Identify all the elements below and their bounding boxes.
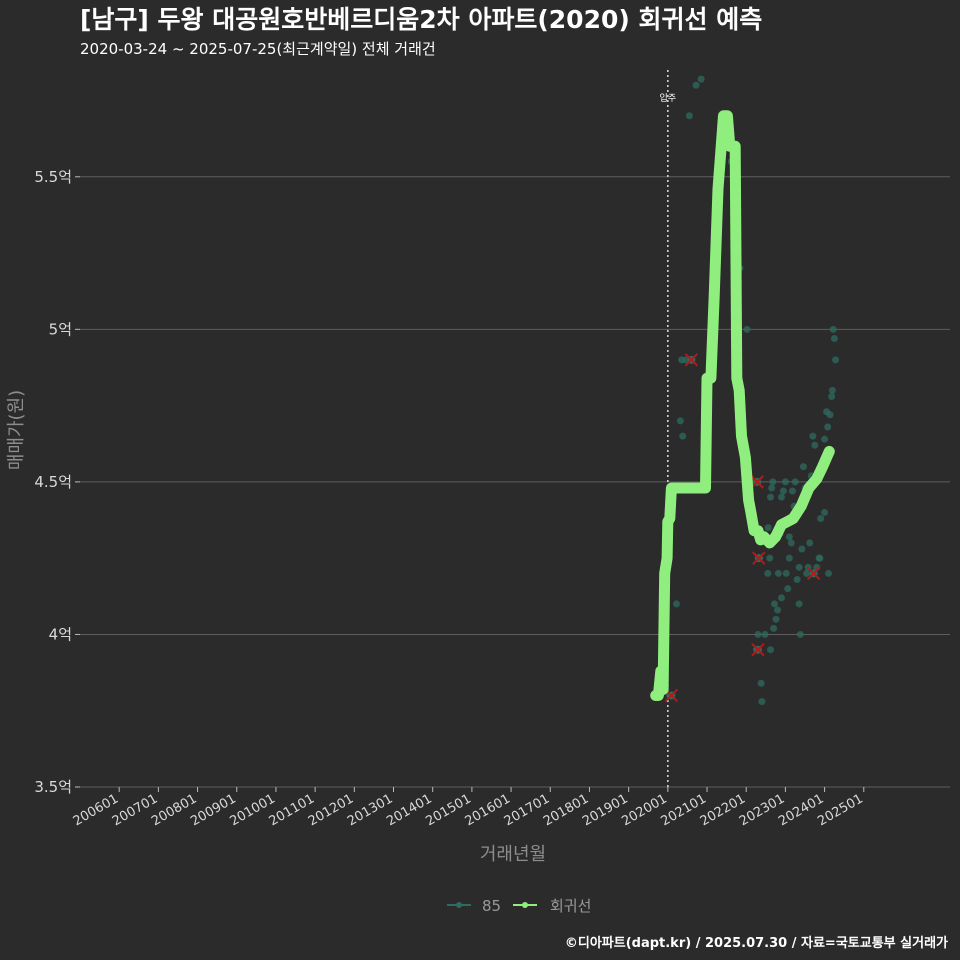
x-axis-title: 거래년월 — [480, 844, 546, 865]
y-tick-label: 5.5억 — [34, 168, 72, 186]
transaction-point — [757, 679, 765, 687]
legend-regression-label: 회귀선 — [550, 897, 591, 915]
transaction-point — [795, 600, 803, 608]
transaction-point — [785, 554, 793, 562]
transaction-point — [803, 569, 811, 577]
transaction-point — [793, 576, 801, 584]
transaction-point — [761, 630, 769, 638]
transaction-point — [824, 423, 832, 431]
x-tick-label: 202501 — [815, 791, 865, 829]
transaction-point — [787, 539, 795, 547]
transaction-point — [828, 386, 836, 394]
transaction-point — [817, 515, 825, 523]
transaction-points — [666, 75, 840, 706]
outlier-cross — [684, 353, 699, 367]
outlier-cross — [806, 566, 821, 581]
transaction-point — [788, 487, 796, 495]
transaction-point — [697, 75, 705, 83]
chart-subtitle: 2020-03-24 ~ 2025-07-25(최근계약일) 전체 거래건 — [80, 40, 436, 58]
transaction-point — [779, 487, 787, 495]
transaction-point — [796, 630, 804, 638]
transaction-point — [816, 554, 824, 562]
grid — [80, 176, 950, 788]
chart-title: [남구] 두왕 대공원호반베르디움2차 아파트(2020) 회귀선 예측 — [80, 5, 762, 34]
transaction-point — [811, 441, 819, 449]
y-tick-label: 4억 — [49, 625, 72, 643]
transaction-point — [777, 493, 785, 501]
transaction-point — [821, 435, 829, 443]
outlier-cross — [750, 475, 764, 489]
transaction-point — [809, 432, 817, 440]
legend: 85 회귀선 — [447, 897, 591, 915]
transaction-point — [781, 478, 789, 486]
y-tick-label: 4.5억 — [34, 473, 72, 491]
transaction-point — [832, 356, 840, 364]
legend-item-regression: 회귀선 — [513, 897, 591, 915]
transaction-point — [743, 325, 751, 333]
transaction-point — [777, 594, 785, 602]
y-axis-title: 매매가(원) — [6, 390, 27, 470]
transaction-point — [829, 325, 837, 333]
transaction-point — [774, 606, 782, 614]
transaction-point — [774, 569, 782, 577]
transaction-point — [685, 112, 693, 120]
transaction-point — [828, 392, 836, 400]
transaction-point — [754, 630, 762, 638]
transaction-point — [785, 533, 793, 541]
transaction-point — [806, 539, 814, 547]
transaction-point — [798, 545, 806, 553]
move-in-label: 입주 — [660, 92, 677, 104]
transaction-point — [830, 334, 838, 342]
y-tick-label: 3.5억 — [34, 778, 72, 796]
transaction-point — [825, 569, 833, 577]
y-axis: 3.5억 4억 4.5억 5억 5.5억 — [34, 168, 80, 796]
y-tick-label: 5억 — [49, 320, 72, 338]
legend-regression-dot — [522, 902, 528, 908]
transaction-point — [681, 356, 689, 364]
regression-line — [650, 110, 835, 701]
transaction-point — [826, 411, 834, 419]
transaction-point — [799, 463, 807, 471]
transaction-point — [767, 493, 775, 501]
legend-85-label: 85 — [482, 897, 501, 915]
transaction-point — [770, 624, 778, 632]
transaction-point — [795, 563, 803, 571]
transaction-point — [764, 524, 772, 532]
transaction-point — [782, 569, 790, 577]
transaction-point — [768, 484, 776, 492]
transaction-point — [791, 478, 799, 486]
outlier-cross — [752, 551, 766, 565]
transaction-point — [784, 585, 792, 593]
transaction-point — [758, 698, 766, 706]
transaction-point — [679, 432, 687, 440]
transaction-point — [764, 569, 772, 577]
transaction-point — [772, 615, 780, 623]
x-axis: 2006012007012008012009012010012011012012… — [71, 787, 866, 829]
transaction-point — [672, 600, 680, 608]
legend-item-85: 85 — [447, 897, 501, 915]
transaction-point — [766, 554, 774, 562]
transaction-point — [770, 600, 778, 608]
caption: ©디아파트(dapt.kr) / 2025.07.30 / 자료=국토교통부 실… — [565, 935, 948, 951]
transaction-point — [769, 478, 777, 486]
transaction-point — [692, 81, 700, 89]
legend-85-dot — [456, 902, 462, 908]
outlier-markers — [664, 353, 821, 703]
outlier-cross — [751, 642, 765, 657]
transaction-point — [767, 646, 775, 654]
transaction-point — [676, 417, 684, 425]
transaction-point — [821, 508, 829, 516]
